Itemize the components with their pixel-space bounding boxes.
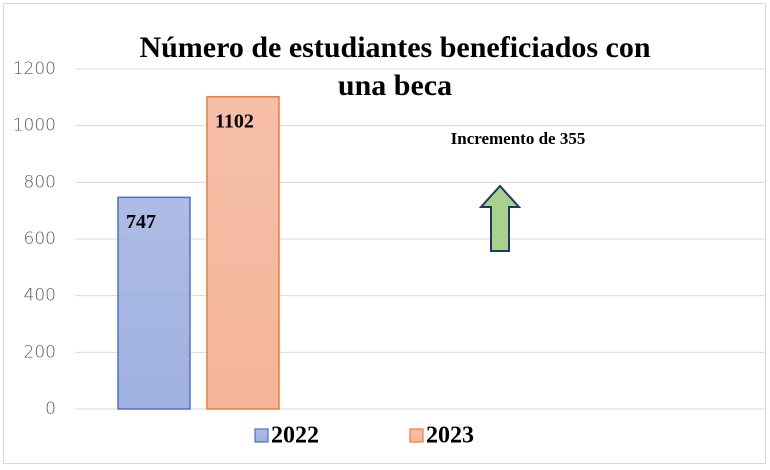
bar [206,96,280,410]
y-tick-label: 400 [24,286,56,306]
y-tick-label: 1200 [13,59,56,79]
chart-title: Número de estudiantes beneficiados con [139,31,650,64]
y-tick-label: 800 [24,172,56,192]
data-label: 747 [126,211,156,233]
legend-label: 2023 [426,423,474,449]
y-tick-label: 600 [24,229,56,249]
y-tick-label: 0 [45,399,56,419]
legend-swatch [409,428,424,443]
bar [117,196,191,410]
annotation: Incremento de 355 [451,129,586,148]
data-label: 1102 [215,110,254,132]
y-tick-label: 1000 [13,116,56,136]
chart-title: una beca [338,69,452,102]
arrow [478,184,522,252]
legend-swatch [254,428,269,443]
legend-label: 2022 [271,423,319,449]
y-tick-label: 200 [24,342,56,362]
